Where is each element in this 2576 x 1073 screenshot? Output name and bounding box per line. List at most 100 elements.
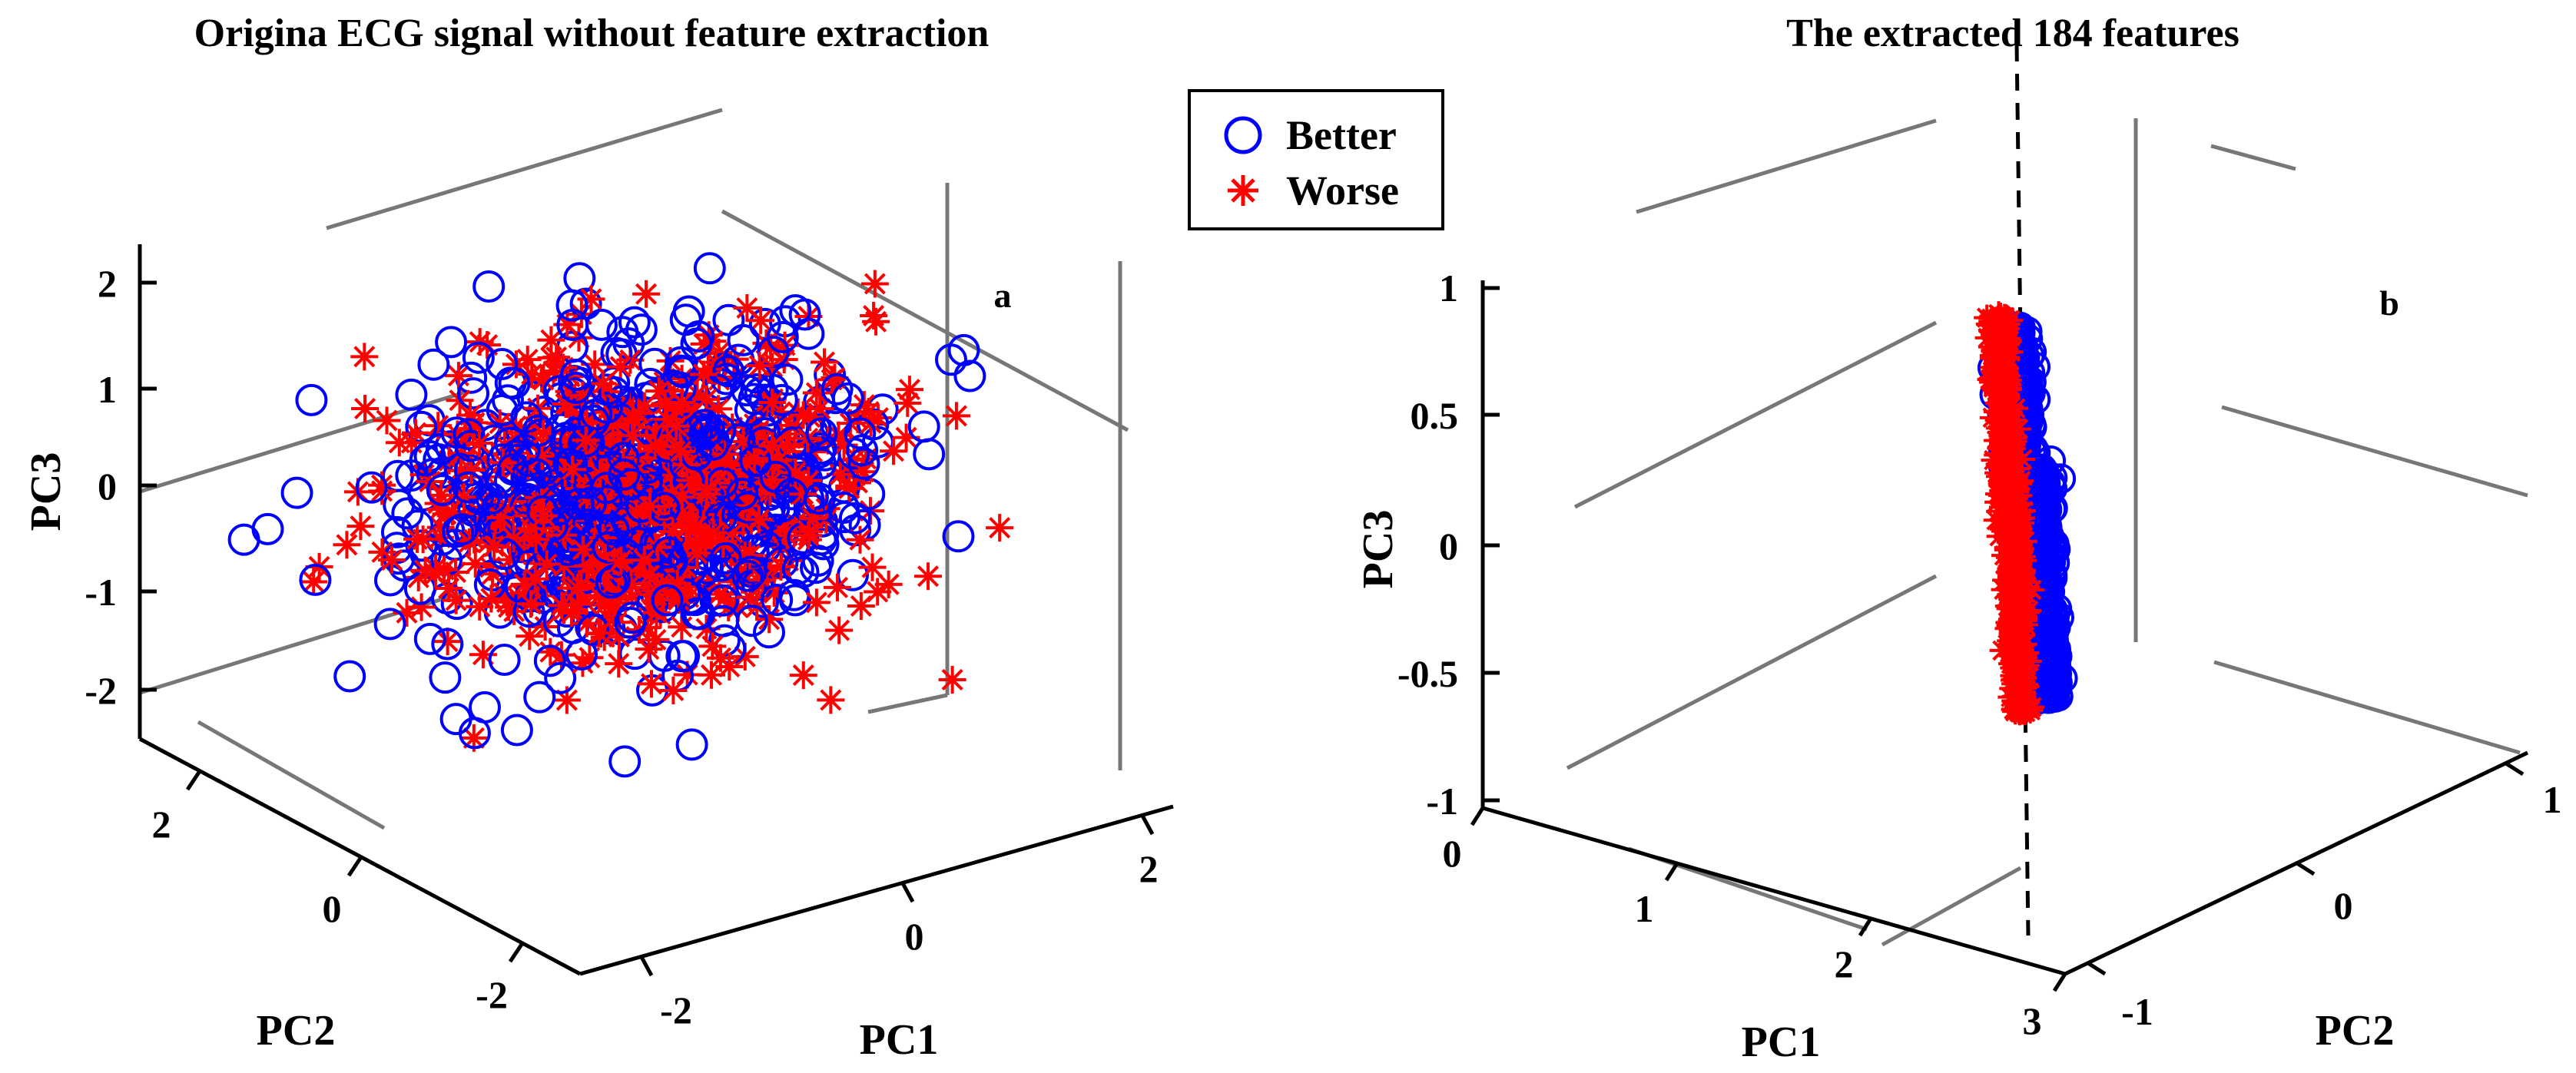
scatter-point-worse xyxy=(393,598,421,627)
scatter-point-worse xyxy=(677,466,705,495)
scatter-point-worse xyxy=(942,402,970,430)
scatter-point-worse xyxy=(466,592,494,621)
panel-a-z-ticks: 2 1 0 -1 -2 xyxy=(85,262,157,712)
scatter-point-better xyxy=(831,382,864,415)
scatter-point-better xyxy=(779,584,811,617)
scatter-point-worse xyxy=(696,566,724,594)
scatter-point-better xyxy=(435,326,468,359)
scatter-point-worse xyxy=(675,512,704,540)
scatter-point-worse xyxy=(532,550,561,578)
scatter-point-better xyxy=(559,372,592,404)
scatter-point-worse xyxy=(476,553,505,581)
scatter-point-worse xyxy=(1992,402,2019,429)
scatter-point-better xyxy=(618,306,651,339)
scatter-point-worse xyxy=(1988,379,2014,406)
scatter-point-worse xyxy=(605,471,633,499)
scatter-point-worse xyxy=(411,556,439,585)
scatter-point-worse xyxy=(632,280,661,308)
scatter-point-worse xyxy=(438,498,466,526)
scatter-point-worse xyxy=(719,473,748,502)
panel-a-letter: a xyxy=(994,276,1012,315)
y-tick-mark xyxy=(2505,761,2525,777)
scatter-point-worse xyxy=(559,455,587,484)
scatter-point-worse xyxy=(775,411,804,439)
panel-b-box-line xyxy=(2210,144,2296,171)
scatter-point-better xyxy=(251,512,284,545)
scatter-point-worse xyxy=(456,401,485,429)
scatter-point-worse xyxy=(421,560,449,588)
scatter-point-worse xyxy=(693,520,721,548)
scatter-point-worse xyxy=(658,518,687,546)
scatter-point-worse xyxy=(644,533,672,561)
scatter-point-worse xyxy=(492,588,521,616)
scatter-point-better xyxy=(800,551,832,585)
scatter-point-worse xyxy=(655,443,684,472)
scatter-point-worse xyxy=(351,395,380,423)
scatter-point-better xyxy=(374,564,406,597)
y-tick-label: 2 xyxy=(152,803,171,846)
scatter-point-better xyxy=(457,377,489,410)
scatter-point-worse xyxy=(480,532,509,561)
scatter-point-worse xyxy=(796,403,824,432)
scatter-point-better xyxy=(682,320,715,353)
scatter-point-worse xyxy=(718,518,747,547)
scatter-point-better xyxy=(555,289,588,322)
scatter-point-worse xyxy=(858,553,887,581)
scatter-point-worse xyxy=(551,425,579,453)
scatter-point-worse xyxy=(2000,528,2027,555)
scatter-point-worse xyxy=(609,453,638,482)
scatter-point-better xyxy=(562,488,595,521)
scatter-point-better xyxy=(544,661,577,694)
panel-b-box-line xyxy=(2221,405,2528,498)
scatter-point-worse xyxy=(635,561,664,589)
scatter-point-worse xyxy=(2004,644,2031,671)
z-tick-label: -1 xyxy=(1426,780,1458,823)
scatter-point-worse xyxy=(477,585,506,613)
scatter-point-worse xyxy=(704,459,732,487)
scatter-point-worse xyxy=(727,557,755,585)
panel-a-title: Origina ECG signal without feature extra… xyxy=(194,12,990,55)
scatter-point-better xyxy=(712,355,745,388)
panel-b-y-ticks: -1 0 1 xyxy=(2087,761,2562,1033)
scatter-point-better xyxy=(585,308,618,341)
scatter-point-better xyxy=(442,515,474,548)
scatter-point-worse xyxy=(826,460,854,488)
scatter-point-worse xyxy=(668,389,696,417)
scatter-point-worse xyxy=(864,578,892,606)
scatter-point-worse xyxy=(1988,359,2015,386)
scatter-point-worse xyxy=(1991,576,2017,603)
panel-a-scatter xyxy=(227,252,1014,778)
x-tick-mark xyxy=(1858,917,1873,937)
x-tick-mark xyxy=(1470,806,1485,826)
scatter-point-worse xyxy=(2000,425,2027,452)
scatter-point-worse xyxy=(2008,643,2035,670)
y-tick-label: -2 xyxy=(476,973,508,1016)
scatter-point-worse xyxy=(795,518,824,546)
scatter-point-better xyxy=(572,466,605,499)
scatter-point-worse xyxy=(1979,404,2006,431)
x-tick-mark xyxy=(639,955,654,977)
scatter-point-worse xyxy=(563,574,592,602)
scatter-point-worse xyxy=(433,628,462,656)
scatter-point-worse xyxy=(469,641,497,669)
scatter-point-better xyxy=(333,660,366,693)
scatter-point-worse xyxy=(824,573,852,601)
z-tick-label: -1 xyxy=(85,571,117,614)
scatter-point-better xyxy=(688,418,721,451)
panel-a-zlabel: PC3 xyxy=(22,452,70,532)
scatter-point-worse xyxy=(847,591,875,620)
panel-a-box-line xyxy=(721,209,1129,432)
panel-a-axes xyxy=(138,244,1174,976)
scatter-point-better xyxy=(391,497,424,530)
scatter-point-better xyxy=(709,541,742,575)
scatter-point-worse xyxy=(442,586,470,614)
scatter-point-worse xyxy=(591,591,619,619)
scatter-point-worse xyxy=(598,411,627,439)
scatter-point-better xyxy=(775,478,808,511)
scatter-point-worse xyxy=(585,582,614,611)
panel-b-z-ticks: 1 0.5 0 -0.5 -1 xyxy=(1397,267,1500,823)
scatter-point-worse xyxy=(1996,432,2023,459)
scatter-point-worse xyxy=(892,423,920,452)
scatter-point-worse xyxy=(300,568,328,596)
scatter-point-worse xyxy=(802,379,830,407)
